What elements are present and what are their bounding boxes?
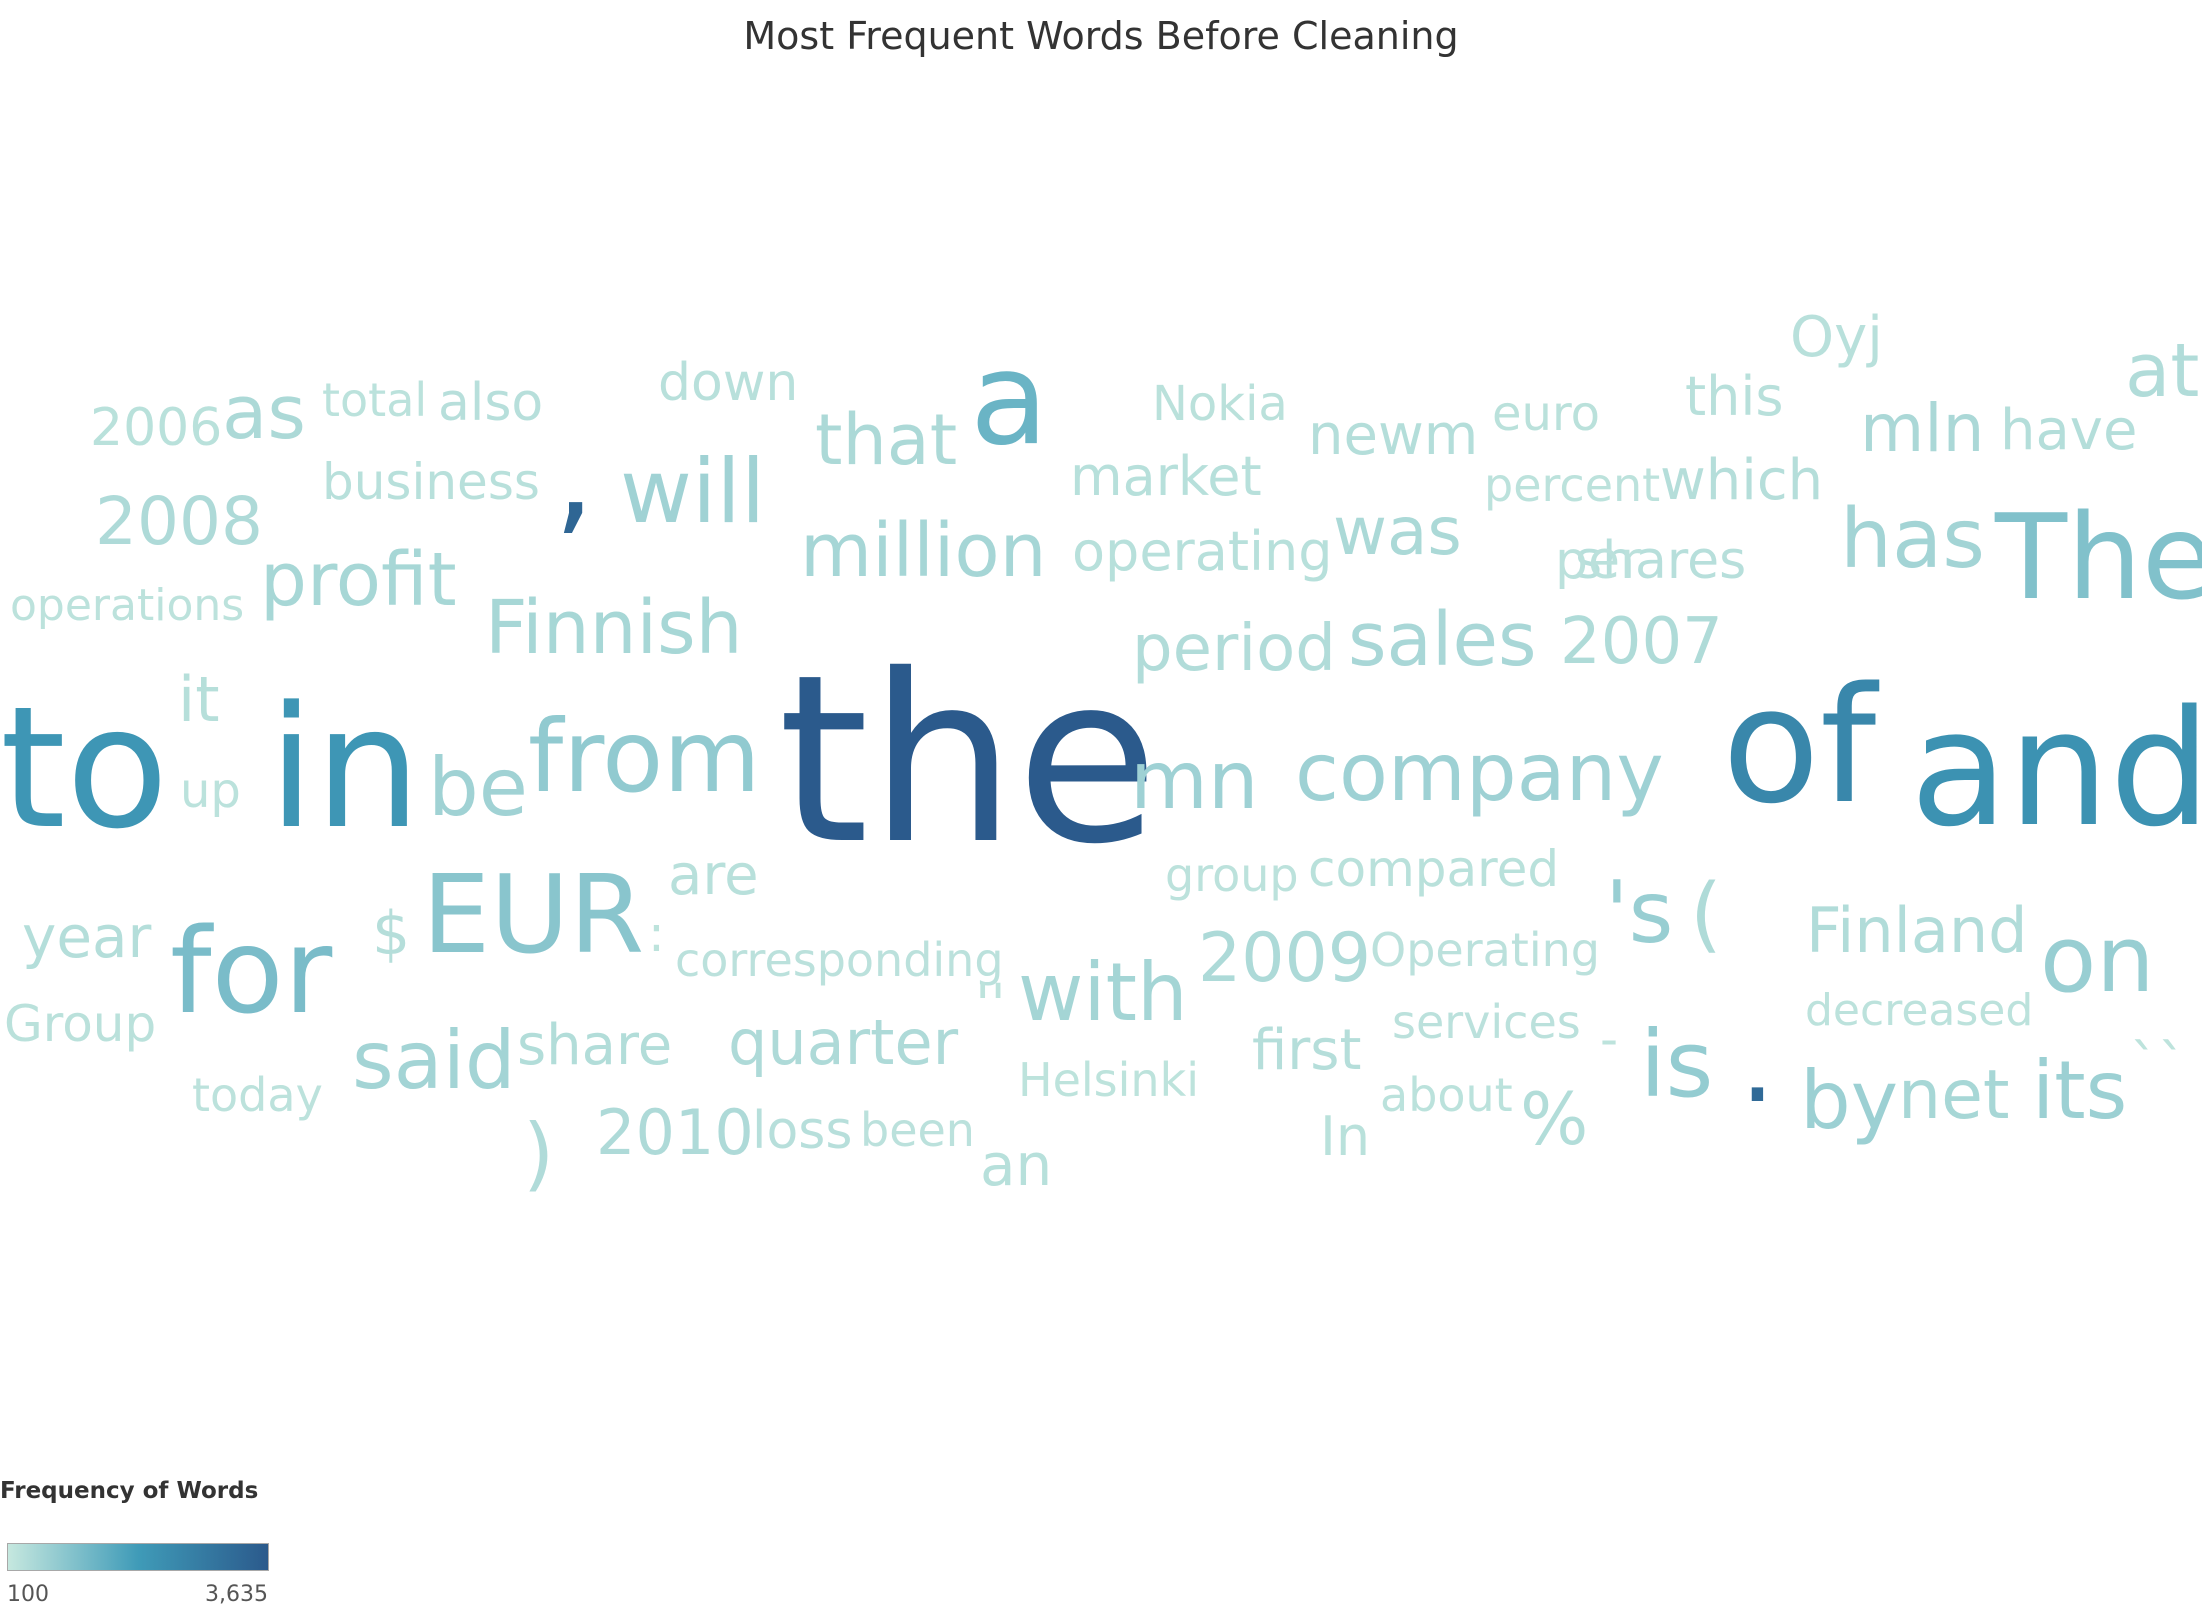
word-close-paren: ) [523,1106,555,1200]
word-percent-sign: % [1520,1077,1589,1162]
word-newm: newm [1308,402,1479,468]
word-million: million [800,508,1047,595]
word-as: as [222,370,306,457]
word-company: company [1295,725,1664,819]
word-a: a [970,324,1049,474]
legend-max-label: 3,635 [205,1582,268,1607]
word-group: group [1165,848,1299,903]
word-of: of [1722,652,1877,840]
word-operating: operating [1072,519,1333,583]
word-up: up [180,763,241,820]
word-period-mark: . [1740,998,1775,1127]
word-an: an [980,1131,1053,1200]
word-with: with [1018,945,1188,1039]
word-on: on [2040,906,2155,1014]
color-legend: Frequency of Words 100 3,635 [0,1478,300,1618]
word-hyphen: - [1600,1009,1619,1068]
word-finland: Finland [1806,894,2028,968]
word-mn: mn [1130,733,1259,827]
chart-title: Most Frequent Words Before Cleaning [743,14,1459,58]
word-operations: operations [10,580,245,632]
word-profit: profit [260,537,457,624]
word-shares: shares [1575,530,1747,591]
word-total: total [322,373,428,428]
word-the-capital: The [1995,488,2202,627]
word-decreased: decreased [1805,985,2034,1037]
word-net: net [1898,1055,2010,1135]
word-2007: 2007 [1560,605,1723,680]
word-2009: 2009 [1198,918,1372,998]
word-quarter: quarter [728,1006,959,1080]
word-to: to [0,669,169,866]
word-sales: sales [1348,597,1537,684]
word-operating: Operating [1370,923,1600,978]
word-which: which [1660,447,1824,513]
word-colon: : [648,904,665,963]
word-about: about [1380,1068,1513,1123]
word-market: market [1070,444,1262,508]
word-this: this [1685,364,1784,428]
word-apostrophe-s: 's [1605,863,1674,964]
word-in: In [1320,1104,1371,1168]
word-business: business [322,452,540,511]
word-be: be [428,740,528,834]
word-first: first [1252,1017,1362,1083]
word-has: has [1840,491,1985,587]
word-compared: compared [1308,839,1560,898]
word-said: said [352,1013,516,1107]
word-nokia: Nokia [1152,376,1288,433]
word-loss: loss [752,1100,853,1161]
word-eur: EUR [422,852,645,978]
word-will: will [620,440,766,544]
legend-title: Frequency of Words [0,1478,259,1504]
word-2006: 2006 [90,397,223,458]
word-also: also [438,372,544,433]
word-are: are [668,842,759,908]
word-down: down [658,352,799,413]
word-and: and [1910,675,2202,863]
word-year: year [22,903,152,972]
word-helsinki: Helsinki [1018,1053,1199,1108]
word-dollar-sign: $ [372,899,411,970]
word-its: its [2032,1043,2128,1137]
word-group: Group [4,994,157,1053]
word-oyj: Oyj [1790,304,1883,370]
word-finnish: Finnish [485,585,743,672]
word-2010: 2010 [596,1096,754,1170]
word-it: it [178,663,220,737]
word-the: the [778,625,1159,896]
word-opening-quotes: `` [2130,1032,2186,1098]
word-2008: 2008 [95,482,263,560]
word-that: that [815,398,958,481]
word-mln: mln [1860,389,1985,467]
word-at: at [2125,328,2200,415]
word-period: period [1132,612,1336,687]
word-for: for [170,902,333,1041]
word-been: been [860,1103,975,1158]
word-per: per [1555,530,1642,591]
word-comma: , [554,399,595,549]
word-share: share [517,1012,673,1078]
word-have: have [2000,397,2138,463]
word-today: today [192,1068,323,1123]
word-open-paren: ( [1690,866,1722,962]
word-by: by [1800,1053,1899,1147]
word-closing-quotes: '' [975,972,1006,1038]
word-percent: percent [1484,458,1661,513]
word-from: from [528,698,761,815]
legend-gradient-bar [7,1543,269,1571]
word-corresponding: corresponding [675,933,1004,988]
word-is: is [1640,1011,1714,1119]
word-euro: euro [1492,386,1600,443]
word-in: in [268,669,422,866]
word-was: was [1333,492,1462,570]
word-services: services [1392,995,1581,1050]
legend-min-label: 100 [7,1582,49,1607]
